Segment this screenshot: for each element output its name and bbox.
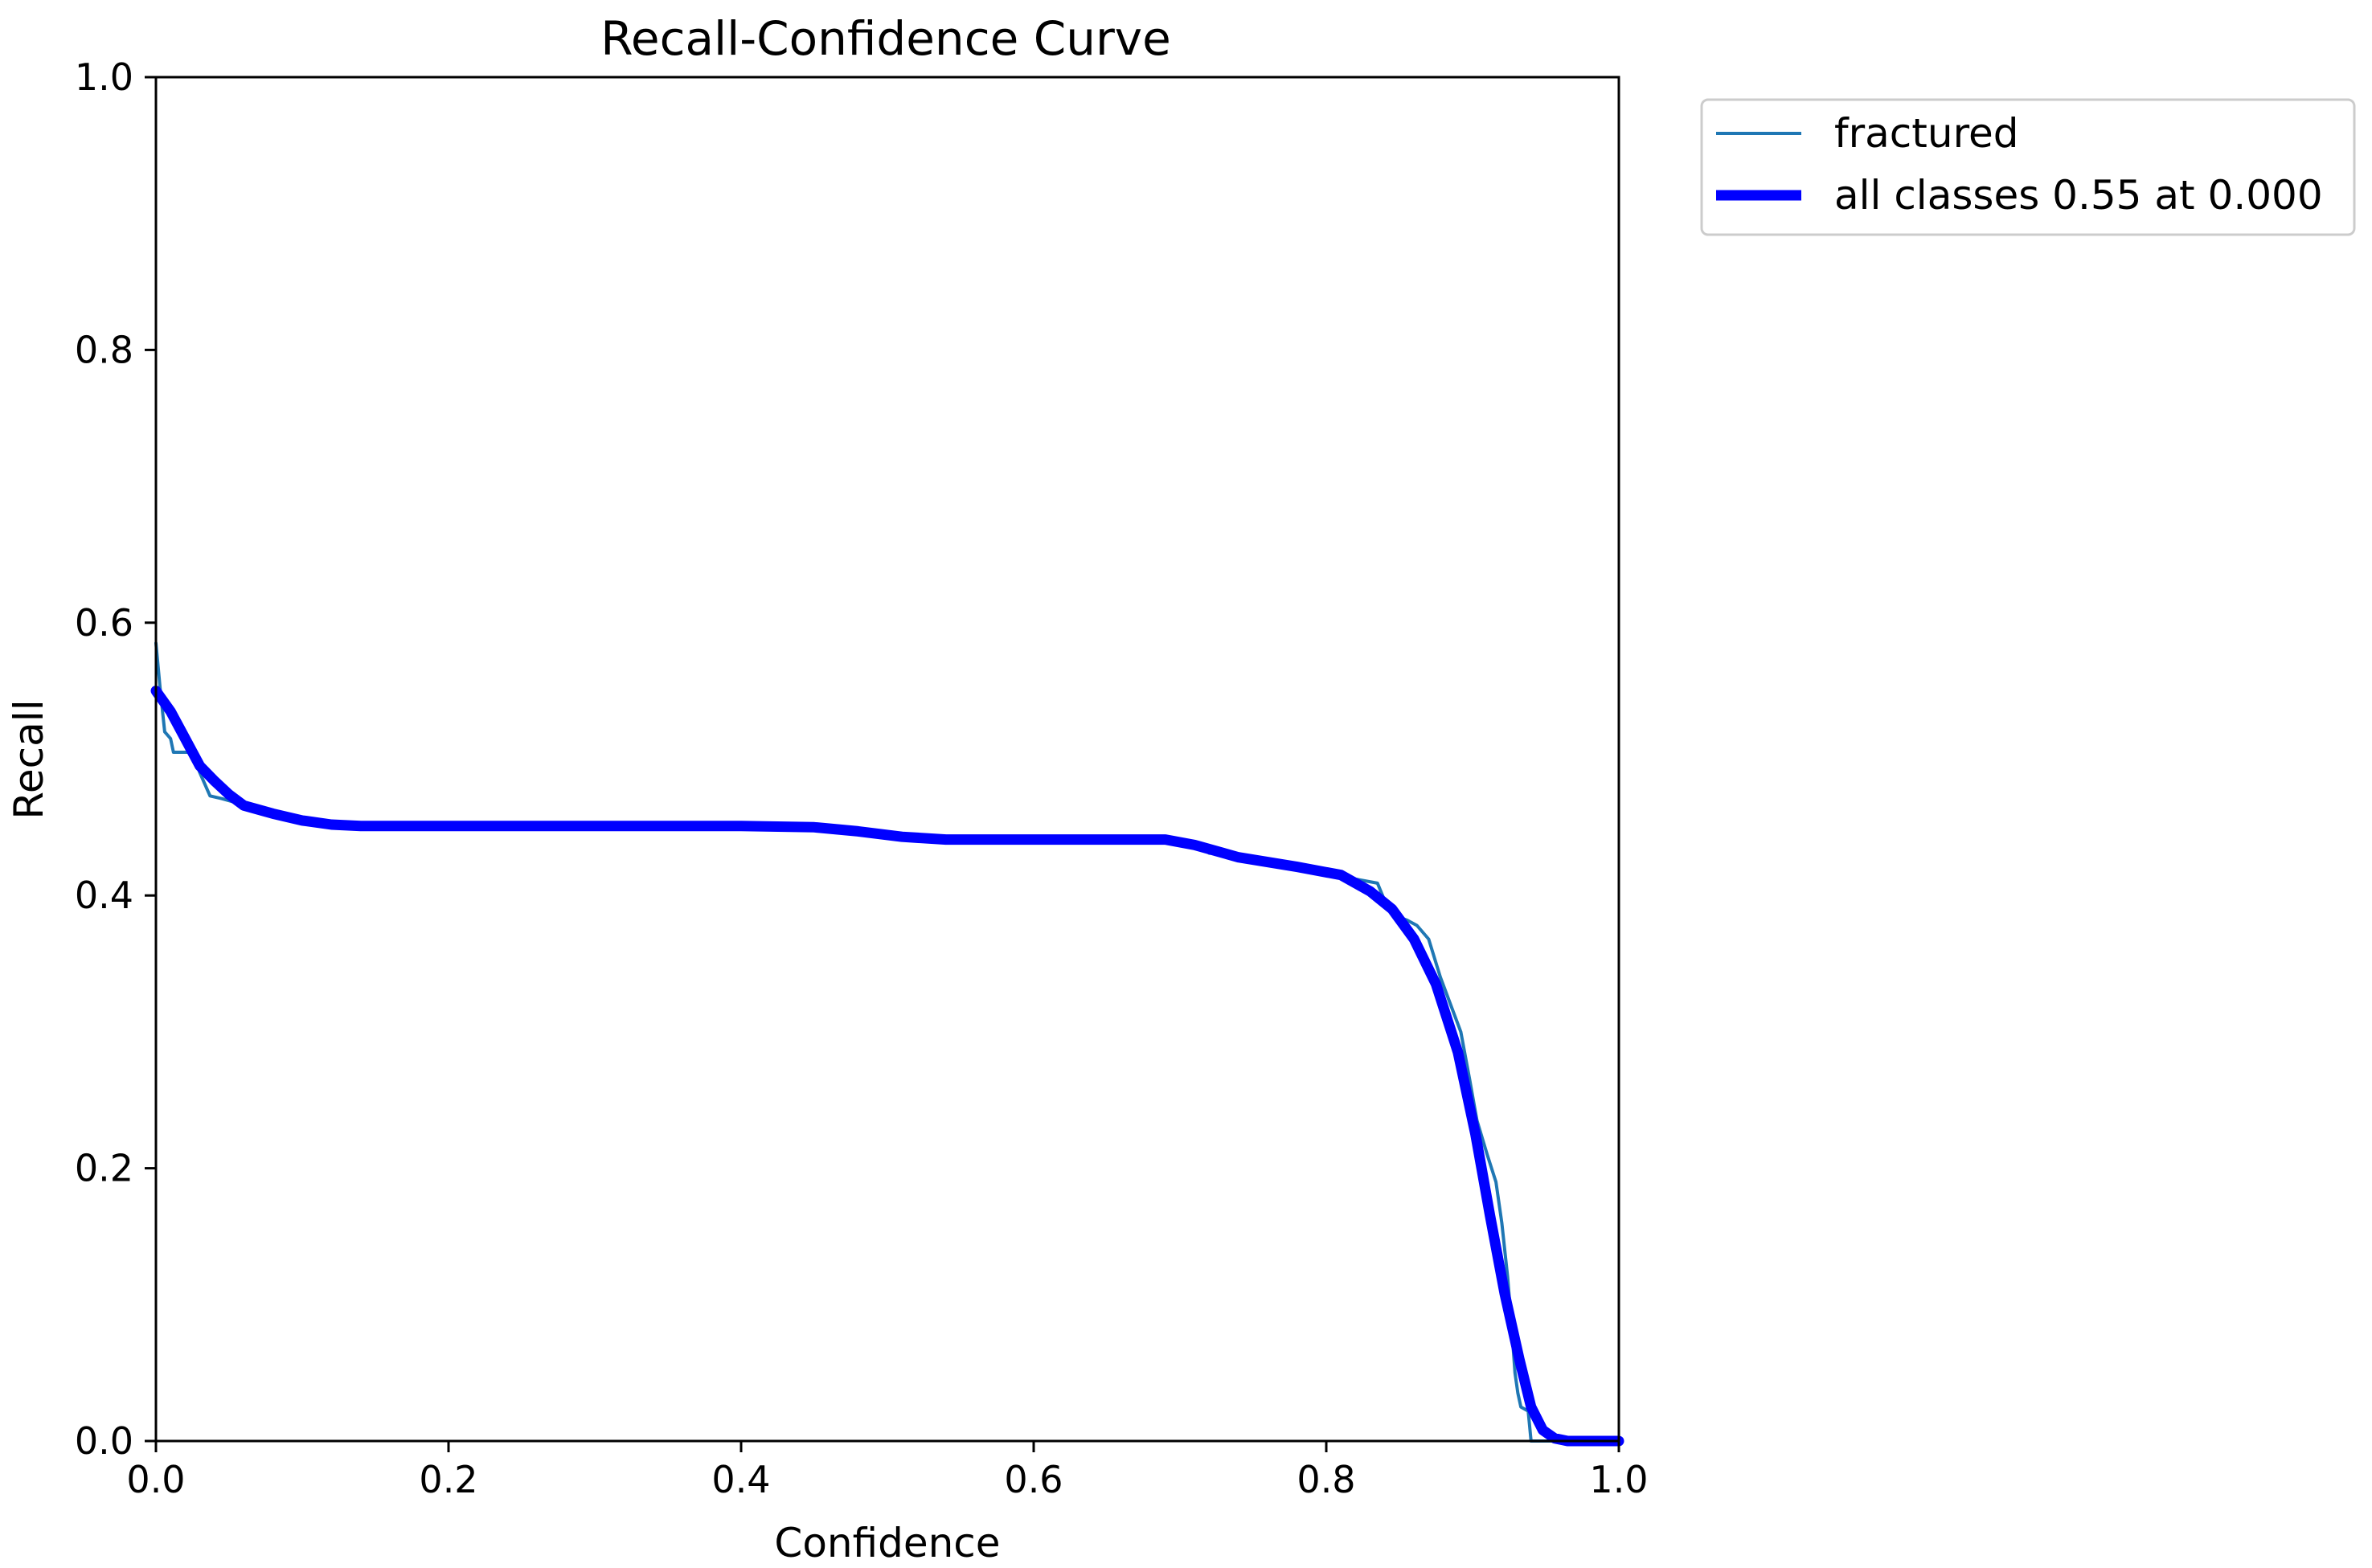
y-tick-label: 0.4 <box>75 874 133 917</box>
y-tick-label: 1.0 <box>75 55 133 99</box>
y-tick-label: 0.6 <box>75 601 133 645</box>
plot-area <box>150 641 1624 1447</box>
legend-label-all-classes: all classes 0.55 at 0.000 <box>1834 172 2323 219</box>
x-tick-label: 0.4 <box>711 1458 770 1501</box>
y-axis-label: Recall <box>6 699 52 819</box>
x-tick-label: 0.2 <box>419 1458 477 1501</box>
chart-title: Recall-Confidence Curve <box>600 11 1171 66</box>
y-axis: 0.0 0.2 0.4 0.6 0.8 1.0 <box>75 55 156 1463</box>
x-tick-label: 1.0 <box>1589 1458 1648 1501</box>
series-line-fractured <box>154 641 1620 1443</box>
x-tick-label: 0.0 <box>126 1458 185 1501</box>
x-axis: 0.0 0.2 0.4 0.6 0.8 1.0 <box>126 1441 1649 1501</box>
y-tick-label: 0.8 <box>75 328 133 371</box>
legend-box <box>1700 98 2356 236</box>
plot-frame <box>154 76 1620 1443</box>
y-tick-label: 0.2 <box>75 1147 133 1190</box>
x-tick-label: 0.6 <box>1004 1458 1063 1501</box>
legend-label-fractured: fractured <box>1834 110 2019 157</box>
series-line-all-classes <box>150 686 1624 1447</box>
x-axis-label: Confidence <box>774 1520 1000 1566</box>
x-tick-label: 0.8 <box>1297 1458 1355 1501</box>
legend: fractured all classes 0.55 at 0.000 <box>1700 98 2356 236</box>
y-tick-label: 0.0 <box>75 1419 133 1463</box>
